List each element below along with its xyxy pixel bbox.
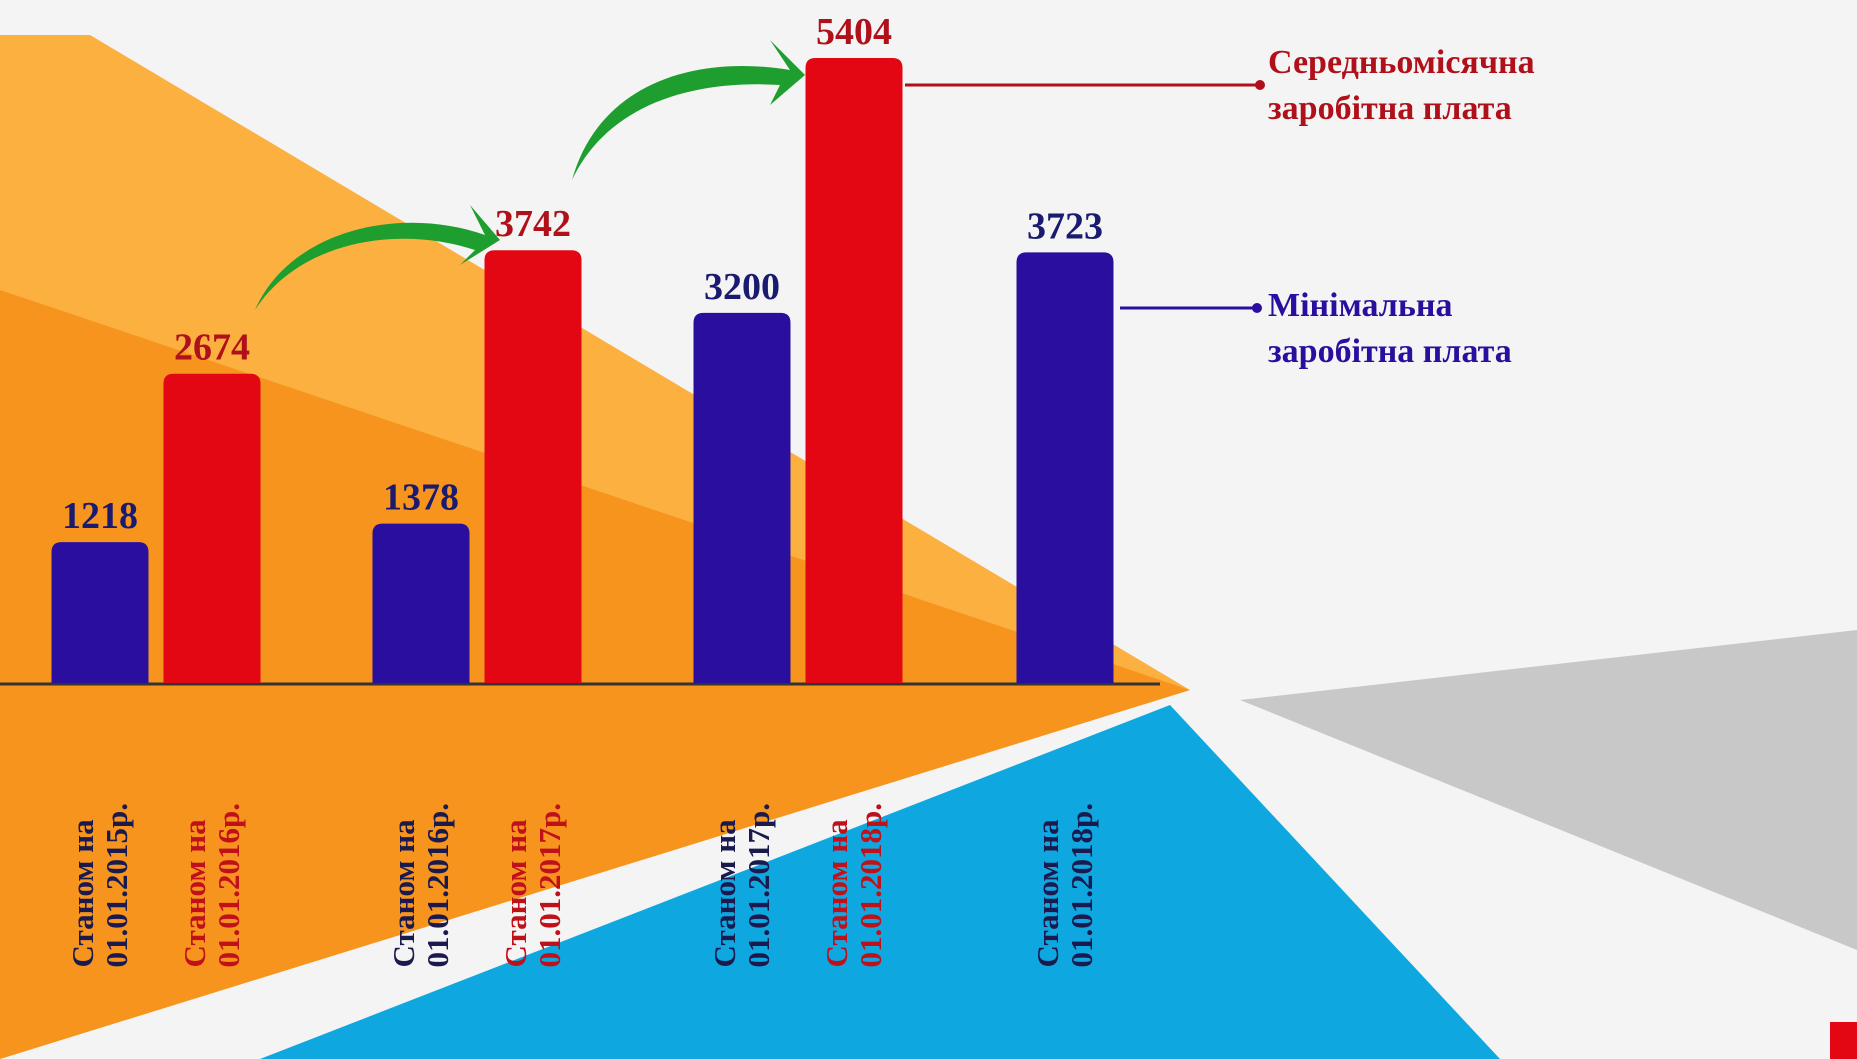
background-shape xyxy=(0,290,1190,1059)
value-label: 3200 xyxy=(704,266,780,308)
legend-dot xyxy=(1255,80,1265,90)
x-tick-label: Станом на 01.01.2018р. xyxy=(819,803,888,968)
x-tick-label: Станом на 01.01.2017р. xyxy=(707,803,776,968)
value-label: 5404 xyxy=(816,11,892,53)
background-shape xyxy=(260,705,1500,1059)
bar xyxy=(372,523,470,683)
legend-dot xyxy=(1252,303,1262,313)
x-tick-label: Станом на 01.01.2015р. xyxy=(65,803,134,968)
arrow xyxy=(255,205,500,310)
x-tick-label: Станом на 01.01.2018р. xyxy=(1030,803,1099,968)
bar xyxy=(484,250,582,683)
value-label: 1218 xyxy=(62,495,138,537)
x-tick-label: Станом на 01.01.2016р. xyxy=(177,803,246,968)
bar xyxy=(51,542,149,683)
value-label: 2674 xyxy=(174,327,250,369)
background-shape xyxy=(1240,630,1857,950)
bar xyxy=(693,312,791,683)
corner-mark xyxy=(1830,1022,1857,1059)
bar xyxy=(163,373,261,683)
value-label: 3742 xyxy=(495,203,571,245)
bar xyxy=(805,58,903,683)
value-label: 3723 xyxy=(1027,205,1103,247)
value-label: 1378 xyxy=(383,477,459,519)
x-tick-label: Станом на 01.01.2016р. xyxy=(386,803,455,968)
x-tick-label: Станом на 01.01.2017р. xyxy=(498,803,567,968)
arrow xyxy=(572,40,805,180)
bar xyxy=(1016,252,1114,683)
legend-entry: Мінімальна заробітна плата xyxy=(1268,287,1512,370)
legend-entry: Середньомісячна заробітна плата xyxy=(1268,44,1535,127)
